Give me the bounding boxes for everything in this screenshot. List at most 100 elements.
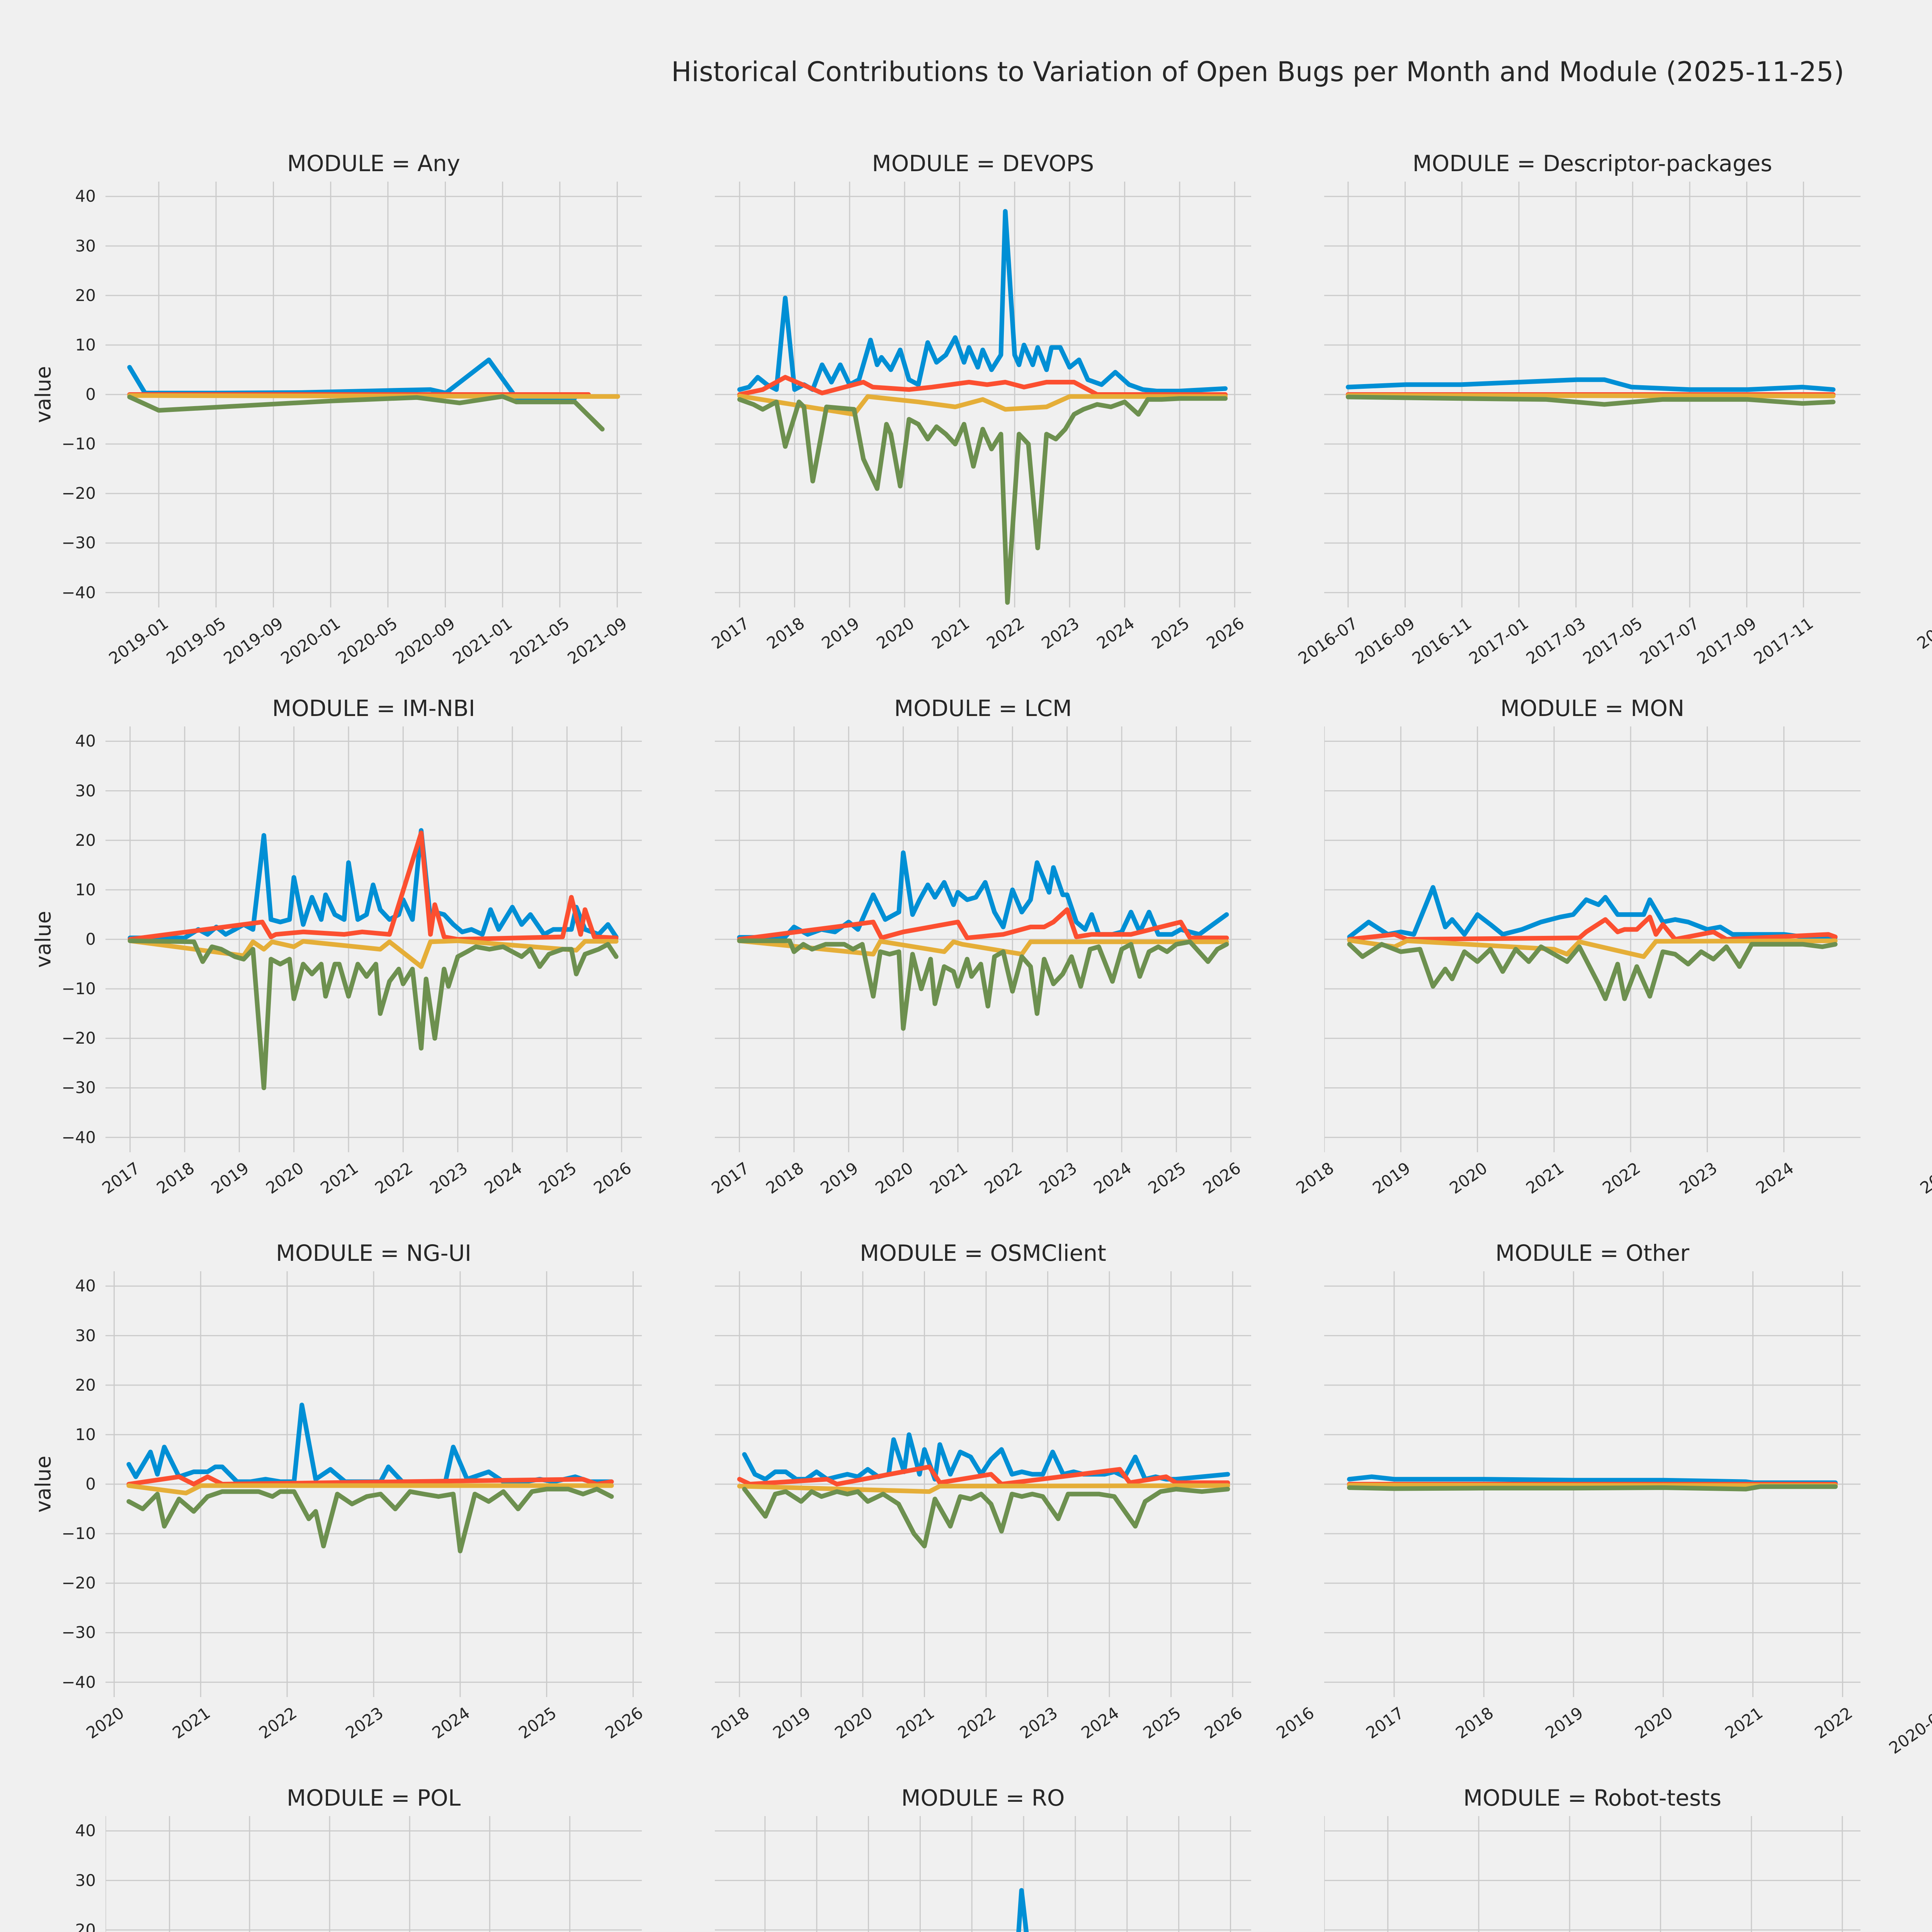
y-tick-label: −10: [61, 434, 96, 454]
series-false_closed-line: [127, 393, 620, 399]
x-tick-label: 2019: [1542, 1703, 1587, 1743]
facet-title-Descriptor-packages: MODULE = Descriptor-packages: [1412, 150, 1772, 177]
series-false_closed-line: [128, 938, 619, 969]
x-tick-label: 2021: [926, 1158, 971, 1198]
x-tick-label: 2022: [255, 1703, 301, 1743]
plot-DEVOPS: [715, 182, 1251, 607]
y-tick-label: 0: [85, 930, 96, 949]
facet-title-RO: MODULE = RO: [901, 1785, 1065, 1811]
x-tick-label: 2019-09: [220, 614, 287, 668]
x-tick-label: 2024: [429, 1703, 473, 1743]
series-reopened-line: [737, 375, 1228, 397]
x-tick-label: 2016-07: [1295, 614, 1361, 668]
x-tick-label: 2019: [1369, 1158, 1414, 1198]
x-tick-label: 2025: [535, 1158, 580, 1198]
facet-title-OSMClient: MODULE = OSMClient: [860, 1240, 1106, 1266]
series-false_closed-line: [1347, 938, 1838, 959]
series-reopened-line: [1347, 915, 1838, 942]
x-tick-label: 2023: [426, 1158, 471, 1198]
x-tick-label: 2020-07: [1885, 1703, 1932, 1758]
y-axis-label: value: [31, 911, 56, 968]
y-tick-label: 30: [75, 1871, 96, 1890]
series-opened-line: [737, 850, 1229, 940]
facet-title-Any: MODULE = Any: [287, 150, 460, 177]
plot-OSMClient: [715, 1271, 1251, 1697]
x-tick-label: 2017: [708, 614, 753, 653]
y-tick-label: 40: [75, 731, 96, 751]
x-tick-label: 2021-01: [449, 614, 516, 668]
x-tick-label: 2026: [590, 1158, 635, 1198]
x-tick-label: 2021: [169, 1703, 214, 1743]
x-tick-label: 2018: [1452, 1703, 1497, 1743]
x-tick-label: 2026: [1199, 1158, 1244, 1198]
y-tick-label: −10: [61, 1524, 96, 1543]
facet-title-LCM: MODULE = LCM: [894, 695, 1072, 721]
x-tick-label: 2022: [954, 1703, 1000, 1743]
y-axis-label: value: [31, 1456, 56, 1513]
x-tick-label: 2019: [818, 614, 863, 653]
facet-title-NG-UI: MODULE = NG-UI: [276, 1240, 472, 1266]
x-tick-label: 2016: [1913, 614, 1932, 653]
x-tick-label: 2023: [1036, 1158, 1080, 1198]
x-tick-label: 2024: [1090, 1158, 1135, 1198]
series-opened-line: [1016, 1888, 1029, 1932]
x-tick-label: 2024: [1752, 1158, 1797, 1198]
x-tick-label: 2018: [708, 1703, 753, 1743]
x-tick-label: 2023: [1016, 1703, 1061, 1743]
x-tick-label: 2020: [1631, 1703, 1677, 1743]
x-tick-label: 2017-09: [1693, 614, 1760, 668]
y-tick-label: 40: [75, 1821, 96, 1840]
x-tick-label: 2019: [817, 1158, 862, 1198]
x-tick-label: 2021: [1721, 1703, 1766, 1743]
series-closed-line: [1347, 1484, 1838, 1492]
y-tick-label: −30: [61, 1078, 96, 1097]
x-tick-label: 2021-05: [507, 614, 573, 668]
series-opened-line: [1347, 1474, 1838, 1485]
plot-POL: [105, 1816, 642, 1932]
x-tick-label: 2018: [153, 1158, 198, 1198]
x-tick-label: 2017-01: [1466, 614, 1532, 668]
series-closed-line: [742, 1486, 1230, 1549]
y-tick-label: 10: [75, 880, 96, 899]
x-tick-label: 2020: [262, 1158, 307, 1198]
series-reopened-line: [737, 907, 1229, 942]
y-tick-label: −40: [61, 1128, 96, 1147]
x-tick-label: 2023: [1675, 1158, 1721, 1198]
plot-Descriptor-packages: [1324, 182, 1861, 607]
y-tick-label: −40: [61, 583, 96, 602]
y-tick-label: 40: [75, 1276, 96, 1296]
x-tick-label: 2021: [317, 1158, 362, 1198]
x-tick-label: 2017: [708, 1158, 753, 1198]
series-reopened-line: [128, 830, 619, 942]
x-tick-label: 2025: [1148, 614, 1193, 653]
x-tick-label: 2018: [1293, 1158, 1338, 1198]
x-tick-label: 2017-05: [1579, 614, 1646, 668]
x-tick-label: 2019-05: [163, 614, 230, 668]
plot-Any: [105, 182, 642, 607]
series-false_closed-line: [737, 1483, 1230, 1494]
y-tick-label: −40: [61, 1672, 96, 1692]
plot-Other: [1324, 1271, 1861, 1697]
facet-title-DEVOPS: MODULE = DEVOPS: [872, 150, 1094, 177]
plot-LCM: [715, 726, 1251, 1152]
x-tick-label: 2026: [1201, 1703, 1246, 1743]
series-false_closed-line: [126, 1483, 614, 1496]
x-tick-label: 2018: [762, 1158, 808, 1198]
x-tick-label: 2022: [981, 1158, 1026, 1198]
series-opened-line: [737, 209, 1228, 393]
y-tick-label: 0: [85, 1475, 96, 1493]
y-tick-label: 20: [75, 1375, 96, 1395]
y-tick-label: −30: [61, 533, 96, 553]
series-opened-line: [742, 1432, 1230, 1482]
x-tick-label: 2019: [769, 1703, 815, 1743]
x-tick-label: 2016: [1916, 1158, 1932, 1198]
x-tick-label: 2021: [928, 614, 973, 653]
plot-MON: [1324, 726, 1861, 1152]
x-tick-label: 2019-01: [105, 614, 172, 668]
x-tick-label: 2016-11: [1408, 614, 1475, 668]
series-closed-line: [128, 938, 619, 1090]
y-tick-label: 30: [75, 236, 96, 255]
x-tick-label: 2021: [893, 1703, 938, 1743]
series-closed-line: [126, 1486, 614, 1553]
